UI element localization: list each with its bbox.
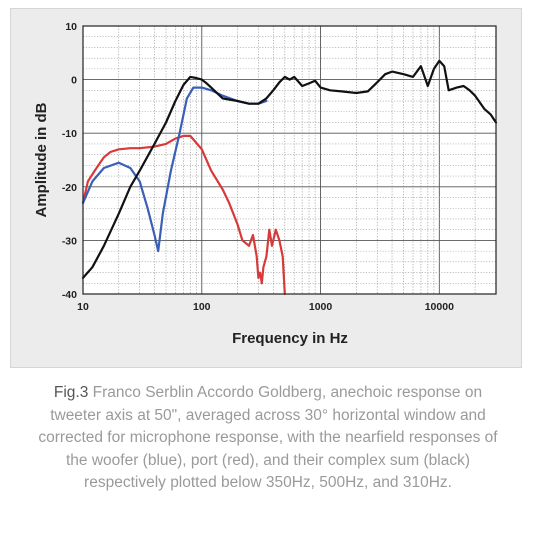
y-tick-label: -30 (62, 235, 77, 247)
y-axis-label: Amplitude in dB (33, 102, 50, 217)
y-tick-label: -10 (62, 128, 77, 140)
x-tick-label: 10000 (425, 301, 454, 313)
y-tick-labels: 10 0 -10 -20 -30 -40 (62, 21, 77, 301)
x-axis-label: Frequency in Hz (232, 330, 348, 347)
plot-border (82, 25, 497, 295)
figure-caption: Fig.3 Franco Serblin Accordo Goldberg, a… (28, 382, 508, 495)
caption-text: Franco Serblin Accordo Goldberg, anechoi… (38, 384, 498, 491)
frequency-response-chart: 100-10-20-30-40 10 100 1000 10000 Frequency… (33, 21, 498, 347)
y-tick-label: 0 (71, 75, 77, 87)
plot-area (82, 25, 497, 295)
series-layer (81, 59, 498, 296)
x-tick-label: 1000 (309, 301, 333, 313)
caption-figure-label: Fig.3 (53, 384, 89, 401)
x-tick-label: 10 (77, 301, 89, 313)
y-tick-label: -40 (62, 289, 77, 301)
x-tick-labels: 10 100 1000 10000 (77, 301, 454, 313)
series-line-sum (81, 59, 498, 279)
grid (83, 26, 496, 294)
x-tick-label: 100 (193, 301, 211, 313)
series-line-port (81, 134, 286, 296)
y-tick-label: -20 (62, 182, 77, 194)
y-tick-label: 10 (65, 21, 77, 33)
